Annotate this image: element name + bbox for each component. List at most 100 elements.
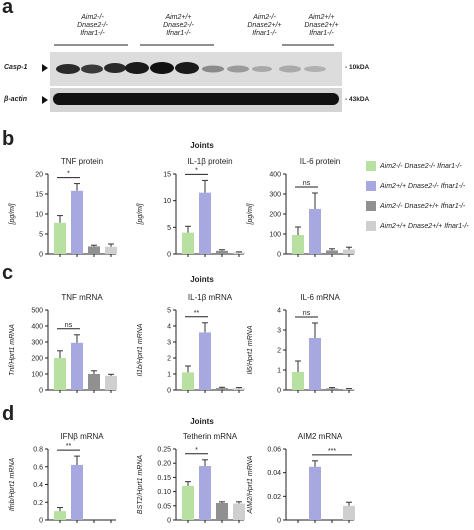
legend-entry-2: Aim2+/+ Dnase2-/- Ifnar1-/-	[366, 176, 474, 196]
actin-band	[53, 93, 339, 105]
significance-label: ns	[303, 310, 311, 317]
bar	[292, 235, 304, 254]
y-tick-label: 0	[277, 518, 281, 525]
legend-swatch-4	[366, 221, 376, 231]
chart-title: IL-1β mRNA	[188, 293, 233, 302]
bar	[71, 190, 83, 254]
y-axis-label: BST2/Hprt1 mRNA	[137, 455, 144, 514]
y-tick-label: 0.2	[33, 500, 43, 507]
y-tick-label: 0.4	[33, 482, 43, 489]
bar	[309, 209, 321, 254]
bar	[54, 222, 66, 254]
y-tick-label: 400	[269, 172, 281, 179]
y-tick-label: 0	[277, 388, 281, 395]
chart-il6-mrna: IL-6 mRNA Il6/Hprt1 mRNA 0 1 2 3 4 ns	[247, 293, 355, 395]
casp1-band-4	[125, 62, 149, 74]
row-c-title: Joints	[190, 275, 214, 284]
panel-letter-c: c	[2, 262, 14, 284]
bar	[326, 388, 338, 390]
casp1-label: Casp-1	[4, 64, 28, 71]
panel-letter-a: a	[2, 0, 14, 18]
group-label-3: Aim2-/- Dnase2+/+ Ifnar1-/-	[222, 14, 307, 38]
bar	[182, 485, 194, 520]
bar	[343, 249, 355, 254]
bar	[233, 503, 245, 520]
casp1-size: - 10kDA	[345, 64, 370, 71]
y-tick-label: 10	[163, 198, 171, 205]
group-1-line-2: Dnase2-/-	[77, 22, 108, 29]
blot-image	[42, 44, 342, 112]
y-tick-label: 0.02	[267, 494, 281, 501]
y-tick-label: 1	[277, 368, 281, 375]
y-axis-label: Il6/Hprt1 mRNA	[247, 325, 254, 374]
y-tick-label: 5	[39, 232, 43, 239]
actin-arrowhead	[42, 96, 48, 104]
group-label-1: Aim2-/- Dnase2-/- Ifnar1-/-	[50, 14, 135, 38]
bar	[54, 511, 66, 520]
bar	[292, 372, 304, 390]
chart-title: IL-6 protein	[300, 157, 340, 166]
bar	[326, 250, 338, 254]
significance-label: **	[194, 310, 200, 317]
casp1-band-5	[150, 62, 174, 74]
casp1-band-8	[227, 65, 249, 73]
y-tick-label: 3	[167, 340, 171, 347]
group-1-line-1: Aim2-/-	[81, 14, 104, 21]
y-tick-label: 0.8	[33, 447, 43, 454]
casp1-band-10	[279, 65, 301, 73]
bar	[216, 250, 228, 254]
legend-label-3: Aim2-/- Dnase2+/+ Ifnar1-/-	[380, 202, 466, 210]
y-tick-label: 3	[277, 328, 281, 335]
y-tick-label: 5	[167, 308, 171, 315]
chart-title: IL-6 mRNA	[300, 293, 340, 302]
group-1-line-3: Ifnar1-/-	[80, 30, 105, 37]
y-tick-label: 0.10	[157, 489, 171, 496]
y-tick-label: 0	[277, 252, 281, 259]
legend-swatch-1	[366, 161, 376, 171]
bar	[199, 192, 211, 254]
casp1-band-2	[81, 64, 103, 74]
bar	[182, 232, 194, 254]
group-label-2: Aim2+/+ Dnase2-/- Ifnar1-/-	[136, 14, 221, 38]
bar	[216, 388, 228, 390]
y-tick-label: 0.6	[33, 464, 43, 471]
y-tick-label: 0.20	[157, 461, 171, 468]
bar	[54, 358, 66, 390]
legend-label-1: Aim2-/- Dnase2-/- Ifnar1-/-	[380, 162, 462, 170]
chart-tetherin-mrna: Tetherin mRNA BST2/Hprt1 mRNA 0 0.05 0.10 0.1…	[137, 432, 245, 525]
y-tick-label: 2	[167, 356, 171, 363]
bar	[105, 246, 117, 254]
y-tick-label: 0	[39, 518, 43, 525]
y-tick-label: 2	[277, 348, 281, 355]
significance-label: ns	[65, 322, 73, 329]
y-tick-label: 0.05	[157, 503, 171, 510]
y-axis-label: [pg/ml]	[137, 202, 144, 225]
y-tick-label: 400	[31, 324, 43, 331]
panel-letter-b: b	[2, 128, 15, 150]
y-tick-label: 20	[35, 172, 43, 179]
group-label-4: Aim2+/+ Dnase2+/+ Ifnar1-/-	[279, 14, 364, 38]
bar	[71, 464, 83, 520]
y-tick-label: 1	[167, 372, 171, 379]
bar	[71, 342, 83, 390]
y-tick-label: 0.04	[267, 470, 281, 477]
western-blot-panel: Aim2-/- Dnase2-/- Ifnar1-/- Aim2+/+ Dnas…	[0, 0, 474, 125]
group-3-line-3: Ifnar1-/-	[252, 30, 277, 37]
legend-swatch-2	[366, 181, 376, 191]
legend-swatch-3	[366, 201, 376, 211]
casp1-band-7	[202, 65, 224, 73]
casp1-band-6	[175, 62, 199, 74]
group-4-line-1: Aim2+/+	[308, 14, 335, 21]
chart-il1b-protein: IL-1β protein [pg/ml] 0 5 10 15 *	[137, 157, 245, 259]
legend: Aim2-/- Dnase2-/- Ifnar1-/- Aim2+/+ Dnas…	[366, 156, 474, 236]
y-tick-label: 100	[31, 372, 43, 379]
bar	[233, 252, 245, 254]
bar	[343, 505, 355, 520]
bar	[216, 502, 228, 520]
y-tick-label: 0.25	[157, 447, 171, 454]
group-3-line-2: Dnase2+/+	[247, 22, 282, 29]
panel-letter-d: d	[2, 403, 15, 425]
y-axis-label: AIM2/Hprt1 mRNA	[247, 455, 254, 514]
bar	[199, 332, 211, 390]
y-tick-label: 200	[31, 356, 43, 363]
